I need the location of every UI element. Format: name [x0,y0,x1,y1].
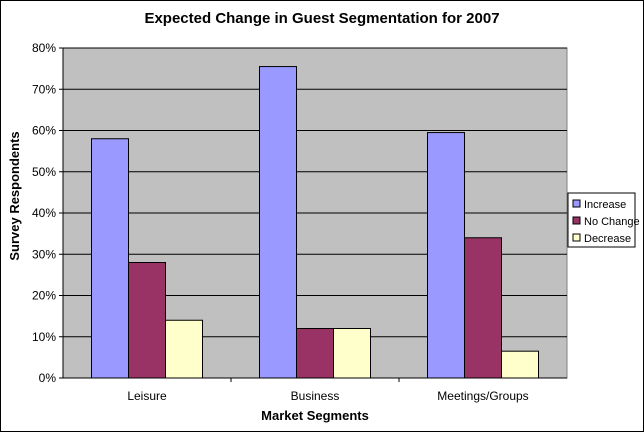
y-tick-label: 30% [32,247,56,261]
axes [59,47,567,382]
legend-swatch [572,216,581,225]
y-tick-label: 80% [32,41,56,55]
x-tick-label: Leisure [127,389,167,403]
x-axis-title: Market Segments [261,408,369,423]
y-tick-labels: 0% 10% 20% 30% 40% 50% 60% 70% 80% [32,41,56,385]
y-tick-label: 0% [39,371,57,385]
legend-swatch [572,199,581,208]
y-tick-label: 10% [32,330,56,344]
bar-decrease [501,350,539,379]
chart-title: Expected Change in Guest Segmentation fo… [144,10,499,27]
bar-decrease [165,319,203,379]
x-tick-label: Meetings/Groups [437,389,528,403]
legend: Increase No Change Decrease [567,192,640,248]
y-tick-label: 70% [32,82,56,96]
y-tick-label: 20% [32,289,56,303]
bar-increase [259,66,297,379]
bar-no-change [128,262,166,379]
y-tick-label: 60% [32,124,56,138]
bar-decrease [333,328,371,379]
bars [91,66,539,379]
x-tick-label: Business [291,389,340,403]
y-axis-title: Survey Respondents [7,131,22,260]
bar-increase [427,132,465,379]
legend-label: Decrease [584,233,631,245]
y-tick-label: 40% [32,206,56,220]
y-tick-label: 50% [32,165,56,179]
bar-no-change [296,328,334,379]
legend-label: Increase [584,199,626,211]
x-tick-labels: Leisure Business Meetings/Groups [127,389,528,403]
legend-label: No Change [584,216,640,228]
bar-no-change [464,237,502,379]
legend-swatch [572,233,581,242]
bar-increase [91,138,129,379]
